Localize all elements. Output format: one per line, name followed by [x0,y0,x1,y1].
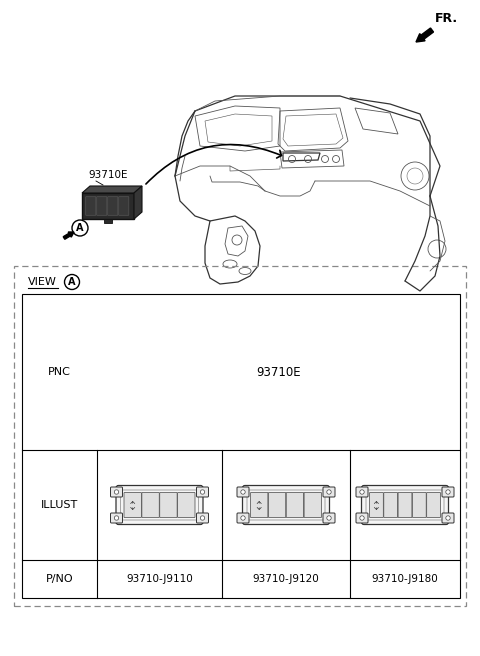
FancyBboxPatch shape [178,493,195,518]
FancyBboxPatch shape [442,487,454,497]
FancyBboxPatch shape [356,487,368,497]
FancyBboxPatch shape [427,493,441,518]
FancyBboxPatch shape [323,513,335,523]
FancyBboxPatch shape [304,493,322,518]
FancyBboxPatch shape [142,493,159,518]
Circle shape [114,516,119,520]
FancyBboxPatch shape [398,493,412,518]
FancyBboxPatch shape [361,485,448,525]
Circle shape [327,516,331,520]
Circle shape [360,516,364,520]
Text: VIEW: VIEW [28,277,57,287]
FancyBboxPatch shape [442,513,454,523]
Polygon shape [82,193,134,219]
FancyBboxPatch shape [412,493,426,518]
Text: FR.: FR. [435,12,458,24]
Circle shape [200,516,204,520]
FancyBboxPatch shape [96,197,107,215]
Text: ILLUST: ILLUST [41,500,78,510]
FancyBboxPatch shape [286,493,304,518]
Text: 93710-J9110: 93710-J9110 [126,574,193,584]
FancyArrow shape [416,28,433,42]
Circle shape [327,490,331,494]
Circle shape [241,490,245,494]
Polygon shape [134,186,142,219]
Polygon shape [82,186,142,193]
FancyBboxPatch shape [116,485,203,525]
FancyBboxPatch shape [251,493,268,518]
Text: A: A [76,223,84,233]
FancyBboxPatch shape [160,493,177,518]
Circle shape [446,490,450,494]
FancyBboxPatch shape [268,493,286,518]
Text: A: A [68,277,76,287]
FancyBboxPatch shape [323,487,335,497]
FancyBboxPatch shape [370,493,384,518]
Bar [104,219,112,223]
Circle shape [360,490,364,494]
FancyBboxPatch shape [110,513,122,523]
Circle shape [241,516,245,520]
FancyBboxPatch shape [356,513,368,523]
Text: PNC: PNC [48,367,71,377]
FancyBboxPatch shape [124,493,142,518]
FancyBboxPatch shape [237,513,249,523]
FancyArrow shape [63,232,74,239]
Text: P/NO: P/NO [46,574,73,584]
Circle shape [200,490,204,494]
Text: 93710-J9120: 93710-J9120 [252,574,319,584]
Text: 93710E: 93710E [256,365,301,379]
Circle shape [446,516,450,520]
Text: 93710E: 93710E [88,170,128,180]
FancyBboxPatch shape [384,493,397,518]
FancyBboxPatch shape [196,513,208,523]
FancyBboxPatch shape [119,197,129,215]
FancyBboxPatch shape [237,487,249,497]
Bar [22,294,460,598]
FancyBboxPatch shape [108,197,118,215]
FancyBboxPatch shape [86,197,96,215]
FancyBboxPatch shape [196,487,208,497]
FancyBboxPatch shape [242,485,329,525]
Circle shape [114,490,119,494]
Text: 93710-J9180: 93710-J9180 [372,574,438,584]
FancyBboxPatch shape [110,487,122,497]
